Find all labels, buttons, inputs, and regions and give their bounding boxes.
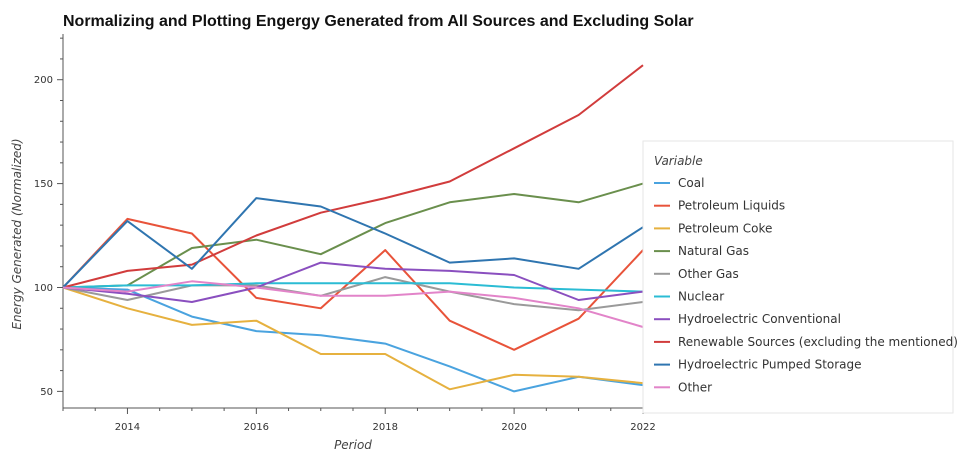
series-line bbox=[62, 64, 644, 289]
series-line bbox=[62, 276, 644, 312]
legend-label: Hydroelectric Conventional bbox=[678, 312, 841, 326]
x-tick-label: 2014 bbox=[115, 422, 140, 433]
y-tick-label: 100 bbox=[34, 283, 53, 294]
legend-label: Coal bbox=[678, 176, 704, 190]
legend-label: Hydroelectric Pumped Storage bbox=[678, 358, 862, 372]
legend-title: Variable bbox=[654, 154, 703, 168]
series-line bbox=[62, 197, 644, 289]
series-line bbox=[62, 286, 644, 393]
series-line bbox=[62, 182, 644, 289]
series-line bbox=[62, 286, 644, 391]
x-tick-label: 2022 bbox=[630, 422, 655, 433]
legend: Variable Coal Petroleum Liquids Petroleum … bbox=[642, 140, 958, 414]
legend-box bbox=[642, 140, 954, 414]
series-line bbox=[62, 217, 644, 351]
legend-label: Nuclear bbox=[678, 290, 724, 304]
legend-label: Other bbox=[678, 380, 712, 394]
legend-items: Coal Petroleum Liquids Petroleum Coke Natur… bbox=[654, 176, 958, 394]
y-ticks: 50 100 150 200 bbox=[34, 37, 63, 398]
y-tick-label: 50 bbox=[40, 387, 53, 398]
series-lines bbox=[62, 64, 644, 393]
x-tick-label: 2018 bbox=[372, 422, 397, 433]
series-line bbox=[62, 261, 644, 303]
x-axis-label: Period bbox=[334, 438, 372, 452]
x-tick-label: 2016 bbox=[244, 422, 269, 433]
legend-label: Renewable Sources (excluding the mention… bbox=[678, 335, 958, 349]
legend-label: Other Gas bbox=[678, 267, 739, 281]
legend-label: Petroleum Liquids bbox=[678, 199, 785, 213]
x-tick-label: 2020 bbox=[501, 422, 526, 433]
y-tick-label: 150 bbox=[34, 179, 53, 190]
y-axis-label: Energy Generated (Normalized) bbox=[10, 138, 24, 329]
series-line bbox=[62, 280, 644, 328]
legend-label: Natural Gas bbox=[678, 244, 749, 258]
x-ticks: 2014 2016 2018 2020 2022 bbox=[62, 408, 656, 433]
y-tick-label: 200 bbox=[34, 75, 53, 86]
chart-title: Normalizing and Plotting Engergy Generat… bbox=[63, 13, 694, 30]
legend-label: Petroleum Coke bbox=[678, 221, 772, 235]
